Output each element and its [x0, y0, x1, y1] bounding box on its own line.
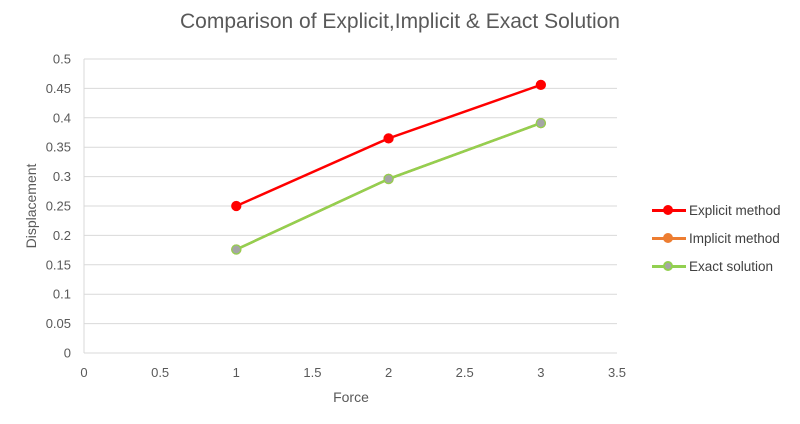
legend-item-explicit: Explicit method — [652, 196, 781, 224]
x-tick-label: 3.5 — [608, 365, 626, 380]
x-tick-label: 0.5 — [151, 365, 169, 380]
x-tick-label: 0 — [80, 365, 87, 380]
x-tick-label: 2.5 — [456, 365, 474, 380]
y-tick-label: 0.25 — [46, 199, 71, 214]
y-tick-label: 0.5 — [53, 52, 71, 67]
x-axis-ticks: 0 0.5 1 1.5 2 2.5 3 3.5 — [80, 365, 626, 380]
series-explicit-method — [231, 79, 547, 212]
x-tick-label: 2 — [385, 365, 392, 380]
legend-item-exact: Exact solution — [652, 252, 781, 280]
y-tick-label: 0.05 — [46, 316, 71, 331]
y-tick-label: 0.45 — [46, 81, 71, 96]
y-tick-label: 0.3 — [53, 169, 71, 184]
x-axis-label: Force — [333, 389, 369, 405]
gridlines — [83, 58, 617, 354]
data-point — [231, 200, 242, 212]
series-exact-solution — [231, 117, 547, 255]
data-point — [383, 173, 394, 185]
legend-marker-icon — [652, 260, 686, 272]
y-axis-ticks: 0 0.05 0.1 0.15 0.2 0.25 0.3 0.35 0.4 0.45 0.5 — [46, 52, 71, 361]
series-lines — [231, 79, 547, 255]
legend-marker-icon — [652, 232, 686, 244]
legend-item-implicit: Implicit method — [652, 224, 781, 252]
x-tick-label: 1.5 — [303, 365, 321, 380]
y-tick-label: 0.2 — [53, 228, 71, 243]
y-tick-label: 0.4 — [53, 110, 71, 125]
legend-label: Explicit method — [689, 202, 781, 218]
y-tick-label: 0 — [64, 346, 71, 361]
data-point — [231, 244, 242, 255]
x-tick-label: 3 — [537, 365, 544, 380]
legend-label: Implicit method — [689, 230, 780, 246]
x-tick-label: 1 — [233, 365, 240, 380]
legend-label: Exact solution — [689, 258, 774, 274]
data-point — [535, 79, 547, 91]
legend-marker-icon — [652, 204, 686, 216]
data-point — [535, 117, 547, 129]
y-tick-label: 0.35 — [46, 140, 71, 155]
data-point — [383, 133, 394, 144]
y-tick-label: 0.15 — [46, 257, 71, 272]
y-axis-label: Displacement — [23, 163, 39, 248]
chart-title: Comparison of Explicit,Implicit & Exact … — [179, 10, 620, 33]
y-tick-label: 0.1 — [53, 287, 71, 302]
legend: Explicit method Implicit method Exact so… — [652, 196, 781, 280]
